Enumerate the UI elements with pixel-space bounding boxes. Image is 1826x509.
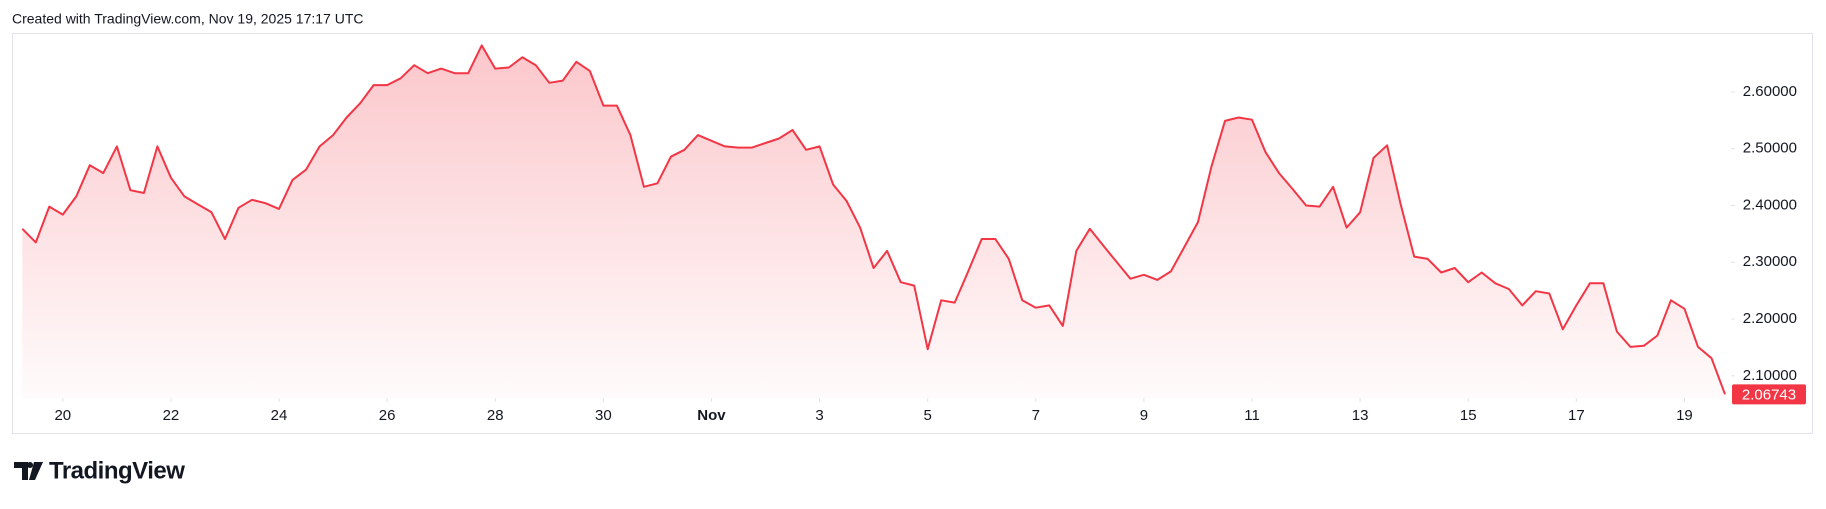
x-tick-label: 28: [487, 407, 504, 424]
y-tick-label: 2.20000: [1743, 310, 1797, 327]
x-tick-label: 11: [1244, 407, 1260, 424]
price-line: [21, 44, 1726, 395]
y-tick-label: 2.50000: [1743, 140, 1797, 157]
plot-layer: 2.10000 2.20000 2.30000 2.40000 2.50000 2.600…: [21, 44, 1806, 424]
x-tick-label: 17: [1568, 407, 1585, 424]
y-tick-label: 2.40000: [1743, 196, 1797, 213]
y-tick-label: 2.10000: [1743, 367, 1797, 384]
y-tick-label: 2.60000: [1743, 83, 1797, 100]
credit-text: Created with TradingView.com, Nov 19, 20…: [12, 11, 363, 27]
x-tick-label: 22: [163, 407, 180, 424]
logo: TradingView: [14, 457, 186, 484]
x-tick-label: 5: [924, 407, 932, 424]
x-tick-label: 24: [271, 407, 288, 424]
x-tick-label: 30: [595, 407, 612, 424]
x-tick-label: 19: [1676, 407, 1693, 424]
chart-frame: [12, 33, 1813, 434]
x-tick-label: 9: [1140, 407, 1148, 424]
logo-icon: [14, 461, 43, 480]
logo-text: TradingView: [49, 457, 185, 484]
x-tick-label: 15: [1460, 407, 1477, 424]
x-tick-label: 26: [379, 407, 396, 424]
y-tick-label: 2.30000: [1743, 253, 1797, 270]
last-price-label: 2.06743: [1742, 386, 1796, 403]
x-tick-label: Nov: [697, 407, 726, 424]
area-fill: [22, 45, 1725, 399]
x-tick-label: 3: [815, 407, 823, 424]
x-tick-label: 20: [54, 407, 71, 424]
last-price-badge: [1732, 384, 1806, 405]
x-tick-label: 13: [1352, 407, 1369, 424]
x-tick-label: 7: [1032, 407, 1040, 424]
